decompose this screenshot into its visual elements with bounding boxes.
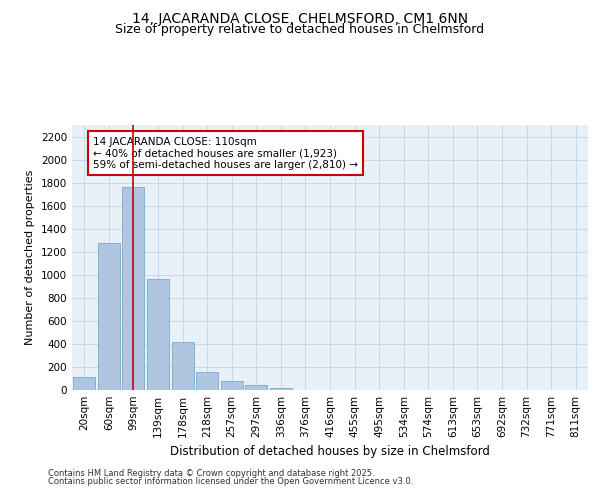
- Text: Contains public sector information licensed under the Open Government Licence v3: Contains public sector information licen…: [48, 477, 413, 486]
- X-axis label: Distribution of detached houses by size in Chelmsford: Distribution of detached houses by size …: [170, 446, 490, 458]
- Text: 14, JACARANDA CLOSE, CHELMSFORD, CM1 6NN: 14, JACARANDA CLOSE, CHELMSFORD, CM1 6NN: [132, 12, 468, 26]
- Bar: [172, 342, 194, 390]
- Y-axis label: Number of detached properties: Number of detached properties: [25, 170, 35, 345]
- Bar: [73, 378, 95, 390]
- Text: Contains HM Land Registry data © Crown copyright and database right 2025.: Contains HM Land Registry data © Crown c…: [48, 468, 374, 477]
- Bar: [98, 242, 120, 390]
- Bar: [245, 386, 268, 390]
- Bar: [122, 187, 145, 390]
- Bar: [196, 372, 218, 390]
- Text: 14 JACARANDA CLOSE: 110sqm
← 40% of detached houses are smaller (1,923)
59% of s: 14 JACARANDA CLOSE: 110sqm ← 40% of deta…: [93, 136, 358, 170]
- Bar: [147, 280, 169, 390]
- Bar: [221, 382, 243, 390]
- Text: Size of property relative to detached houses in Chelmsford: Size of property relative to detached ho…: [115, 22, 485, 36]
- Bar: [270, 388, 292, 390]
